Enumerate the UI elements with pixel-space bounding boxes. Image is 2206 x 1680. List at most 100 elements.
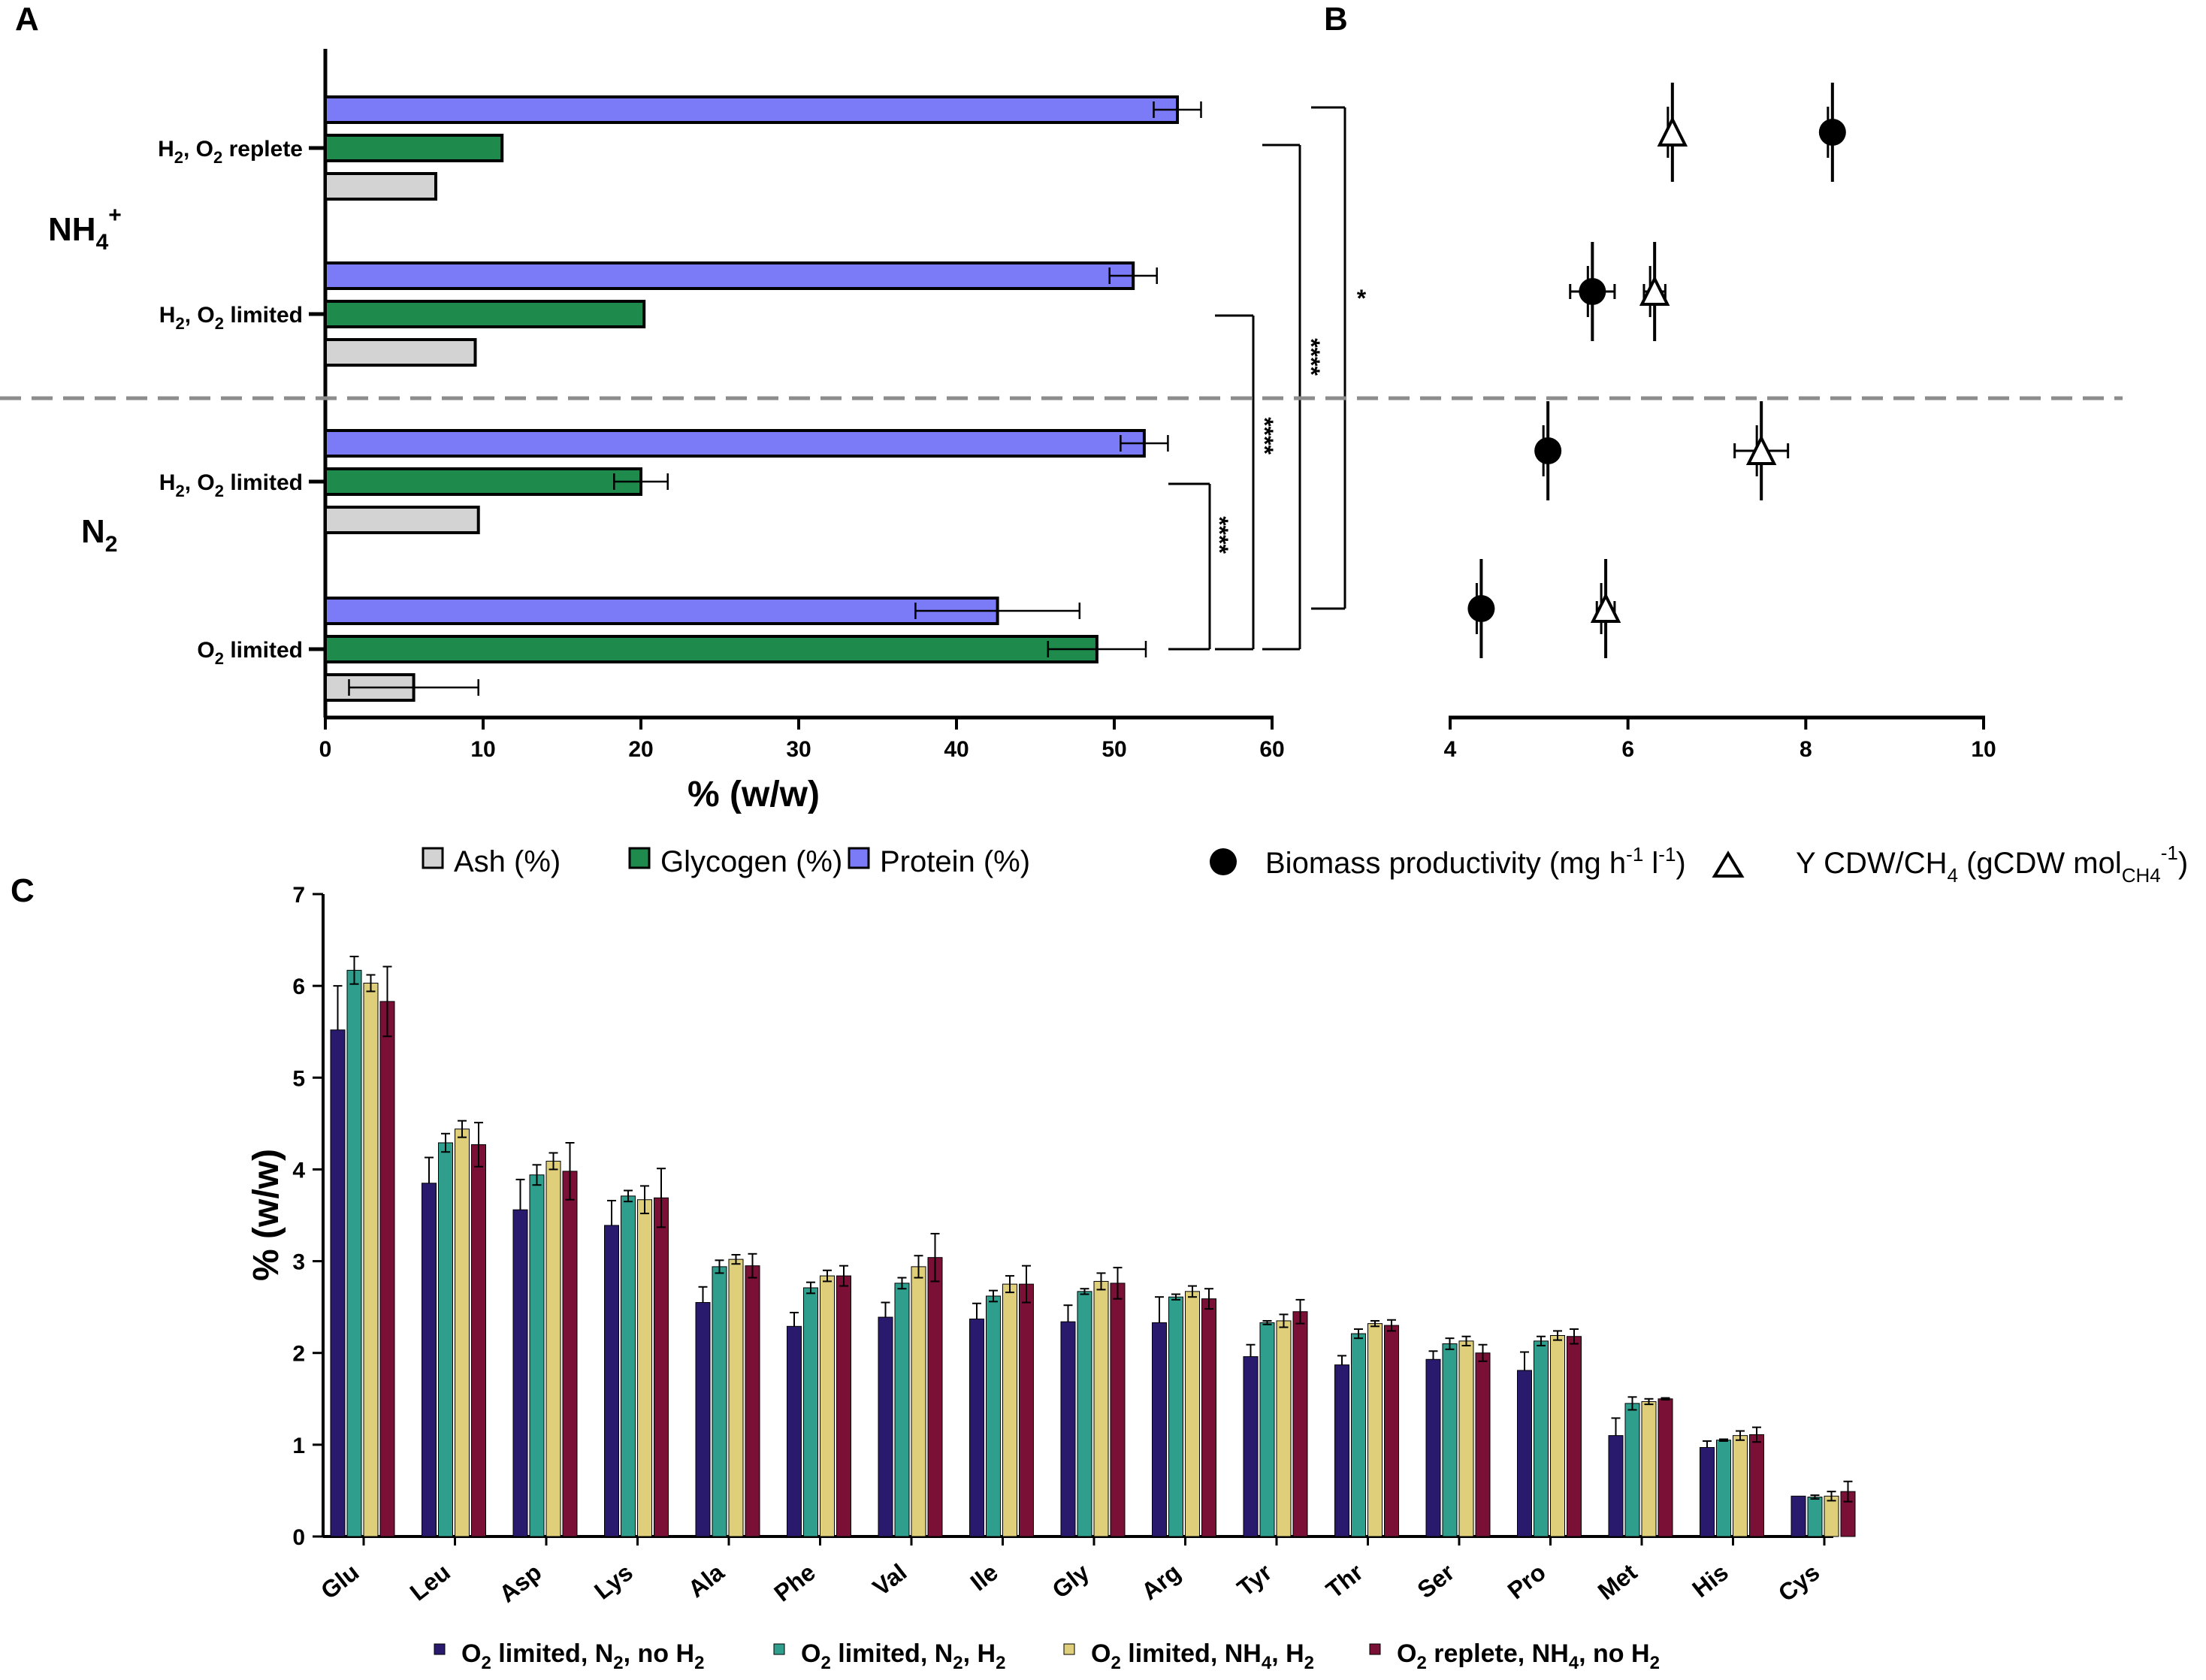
c-bar bbox=[1534, 1340, 1549, 1537]
c-bar bbox=[1292, 1311, 1308, 1537]
a-x-tick-label: 50 bbox=[1101, 737, 1126, 762]
c-bar bbox=[1110, 1283, 1126, 1537]
b-x-tick-label: 6 bbox=[1621, 737, 1634, 762]
a-condition-label: H2, O2 replete bbox=[158, 137, 303, 167]
c-bar bbox=[512, 1209, 528, 1537]
c-bar bbox=[745, 1265, 760, 1537]
a-x-tick-label: 60 bbox=[1259, 737, 1284, 762]
b-biomass-point bbox=[1534, 437, 1562, 464]
c-bar bbox=[986, 1295, 1001, 1537]
c-y-axis-title: % (w/w) bbox=[246, 1149, 286, 1281]
c-bar bbox=[1002, 1283, 1017, 1537]
c-category-label: Ile bbox=[966, 1558, 1003, 1596]
c-bar bbox=[1458, 1340, 1474, 1537]
c-bar bbox=[529, 1174, 545, 1537]
a-bar bbox=[324, 134, 504, 162]
legend-c-label: O2 limited, NH4, H2 bbox=[1091, 1639, 1314, 1673]
b-ycdw-point bbox=[1657, 116, 1688, 147]
legend-c-label: O2 limited, N2, H2 bbox=[801, 1639, 1005, 1673]
c-bar bbox=[637, 1199, 652, 1537]
c-bar bbox=[438, 1142, 453, 1537]
c-category-label: Arg bbox=[1136, 1558, 1186, 1605]
c-bar bbox=[820, 1275, 835, 1537]
c-bar bbox=[1367, 1323, 1383, 1537]
c-bar bbox=[927, 1257, 943, 1537]
b-biomass-point bbox=[1818, 119, 1846, 146]
c-bar bbox=[1517, 1370, 1532, 1537]
c-bar bbox=[330, 1029, 346, 1537]
c-category-label: Ser bbox=[1412, 1558, 1459, 1603]
c-bar bbox=[379, 1001, 395, 1537]
c-category-label: Met bbox=[1593, 1558, 1642, 1606]
a-significance-label: **** bbox=[1206, 516, 1233, 554]
c-bar bbox=[1259, 1322, 1275, 1537]
c-y-tick-label: 7 bbox=[292, 883, 305, 908]
panel-label-b: B bbox=[1324, 1, 1348, 38]
c-bar bbox=[728, 1258, 744, 1537]
c-y-tick-label: 4 bbox=[292, 1158, 305, 1183]
c-bar bbox=[1733, 1435, 1748, 1537]
c-bar bbox=[1168, 1296, 1183, 1537]
a-x-tick-label: 10 bbox=[470, 737, 495, 762]
a-bar bbox=[324, 261, 1135, 290]
a-group-label: N2 bbox=[81, 513, 117, 557]
panel-label-a: A bbox=[15, 1, 39, 38]
c-bar bbox=[1442, 1343, 1458, 1537]
c-category-label: Tyr bbox=[1232, 1558, 1277, 1602]
b-ycdw-point bbox=[1639, 275, 1670, 306]
b-ycdw-point bbox=[1590, 592, 1621, 623]
a-bar bbox=[324, 300, 646, 328]
c-bar bbox=[363, 982, 379, 1537]
c-category-label: Cys bbox=[1773, 1558, 1824, 1607]
c-category-label: His bbox=[1687, 1558, 1733, 1603]
c-category-label: Glu bbox=[316, 1558, 364, 1604]
a-condition-label: O2 limited bbox=[197, 638, 303, 668]
c-bar bbox=[604, 1225, 619, 1537]
c-category-label: Leu bbox=[405, 1558, 455, 1606]
c-bar bbox=[1060, 1321, 1076, 1537]
c-bar bbox=[1700, 1447, 1715, 1537]
b-x-tick-label: 10 bbox=[1971, 737, 1996, 762]
c-bar bbox=[894, 1283, 910, 1537]
c-bar bbox=[878, 1316, 893, 1537]
c-bar bbox=[346, 969, 362, 1537]
a-bar bbox=[324, 467, 642, 496]
c-category-label: Thr bbox=[1321, 1558, 1368, 1603]
panel-a-bar-chart: 0 10 20 30 40 50 60 % (w/w) H2, O2 replete H2, O2… bbox=[48, 49, 1367, 814]
c-bar bbox=[1093, 1280, 1109, 1537]
b-x-tick-label: 4 bbox=[1444, 737, 1457, 762]
a-x-tick-label: 40 bbox=[944, 737, 969, 762]
c-bar bbox=[455, 1129, 470, 1537]
c-bar bbox=[1641, 1401, 1657, 1537]
c-bar bbox=[1567, 1336, 1582, 1537]
legend-c-swatch bbox=[434, 1643, 446, 1655]
legend-ash-swatch bbox=[422, 847, 444, 869]
a-condition-label: H2, O2 limited bbox=[159, 303, 303, 333]
legend-ycdw-marker bbox=[1712, 851, 1745, 878]
a-bar bbox=[324, 635, 1098, 663]
legend-protein-label: Protein (%) bbox=[880, 845, 1030, 878]
c-bar bbox=[1824, 1495, 1839, 1537]
legend-c-swatch bbox=[773, 1643, 785, 1655]
c-bar bbox=[1425, 1358, 1441, 1537]
c-category-label: Gly bbox=[1047, 1558, 1095, 1603]
c-category-label: Ala bbox=[683, 1558, 730, 1603]
legend-biomass-label: Biomass productivity (mg h-1 l-1) bbox=[1265, 843, 1686, 880]
c-bar bbox=[1334, 1364, 1349, 1537]
a-x-tick-label: 20 bbox=[628, 737, 653, 762]
legend-c: O2 limited, N2, no H2 O2 limited, N2, H2 O… bbox=[434, 1639, 1660, 1673]
a-x-tick-label: 30 bbox=[786, 737, 811, 762]
c-bar bbox=[654, 1197, 669, 1537]
c-bar bbox=[911, 1266, 926, 1537]
c-bar bbox=[1716, 1440, 1731, 1537]
c-category-label: Phe bbox=[769, 1558, 820, 1607]
a-bar bbox=[324, 597, 999, 625]
a-significance-label: * bbox=[1357, 285, 1367, 312]
b-biomass-point bbox=[1579, 278, 1606, 305]
c-bar bbox=[1624, 1403, 1640, 1537]
panel-b-scatter-chart: 4 6 8 10 bbox=[1444, 83, 1996, 762]
c-bar bbox=[1658, 1398, 1673, 1537]
c-category-label: Lys bbox=[589, 1558, 638, 1605]
c-bar bbox=[1276, 1320, 1292, 1537]
c-y-tick-label: 5 bbox=[292, 1066, 305, 1091]
